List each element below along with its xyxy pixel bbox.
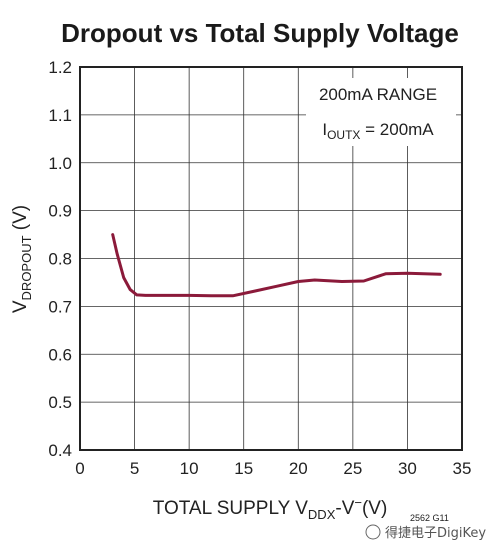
x-tick-label: 35 [453,459,472,478]
y-tick-label: 0.7 [48,297,72,316]
figure-code: 2562 G11 [410,513,449,523]
annotation-iout: IOUTX = 200mA [322,120,434,142]
y-tick-label: 1.0 [48,154,72,173]
x-tick-label: 10 [180,459,199,478]
plot-frame [79,66,463,451]
dropout-curve [111,233,442,298]
y-tick-label: 1.2 [48,58,72,77]
y-tick-label: 0.4 [48,441,72,460]
annotation-background [306,78,456,146]
x-tick-label: 15 [234,459,253,478]
series-group [111,233,442,298]
y-tick-labels: 0.4 0.5 0.6 0.7 0.8 0.9 1.0 1.1 1.2 [48,58,72,460]
y-tick-label: 0.6 [48,345,72,364]
x-tick-label: 20 [289,459,308,478]
x-tick-label: 0 [75,459,84,478]
x-tick-labels: 0 5 10 15 20 25 30 35 [75,459,471,478]
x-tick-label: 5 [130,459,139,478]
watermark-text: 得捷电子DigiKey [385,525,486,541]
y-tick-label: 1.1 [48,106,72,125]
x-tick-label: 25 [343,459,362,478]
annotation-range: 200mA RANGE [319,85,437,104]
x-tick-label: 30 [398,459,417,478]
y-tick-label: 0.5 [48,393,72,412]
y-axis-label: VDROPOUT (V) [10,205,34,313]
watermark: 得捷电子DigiKey [365,524,486,541]
x-axis-label: TOTAL SUPPLY VDDX-V−(V) [153,495,388,522]
wechat-icon [365,524,381,540]
y-tick-label: 0.9 [48,202,72,221]
range-annotation: 200mA RANGE IOUTX = 200mA [306,78,456,146]
y-tick-label: 0.8 [48,250,72,269]
chart-title: Dropout vs Total Supply Voltage [61,18,459,48]
